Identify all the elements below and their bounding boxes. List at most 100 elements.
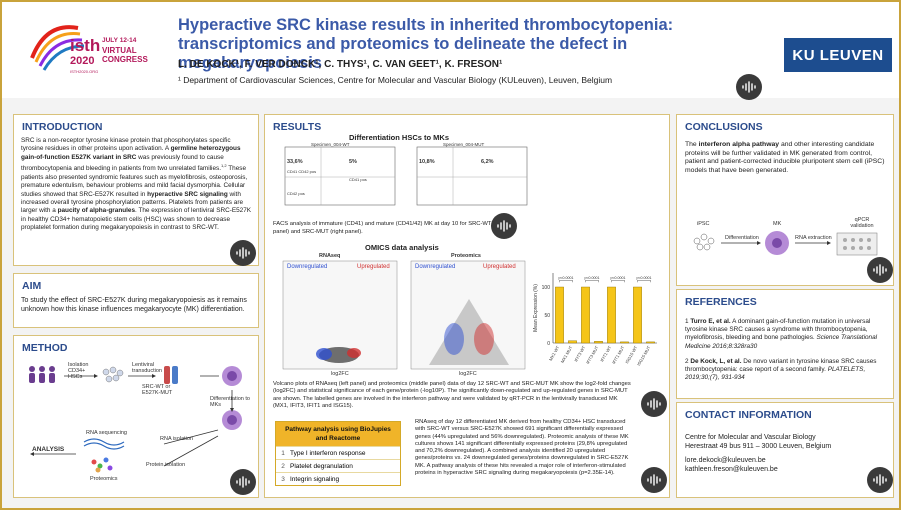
pathway-table-title: Pathway analysis using BioJupies and Rea… [276, 422, 400, 446]
logo-isth: isth [70, 36, 101, 55]
conclusion-diff: Differentiation [725, 235, 759, 241]
contact-email-1[interactable]: lore.dekock@kuleuven.be [685, 457, 766, 464]
x-tick-label-7: ISG15 MUT [636, 345, 652, 367]
aim-heading: AIM [22, 280, 42, 292]
method-diagram [29, 366, 242, 473]
ku-leuven-logo: KU LEUVEN [784, 38, 892, 72]
audio-wave-icon [647, 398, 661, 410]
audio-wave-icon [647, 474, 661, 486]
audio-button-pathway[interactable] [641, 467, 667, 493]
method-prot-iso: Protein isolation [146, 462, 186, 468]
megakaryocyte-icon [222, 366, 242, 430]
audio-wave-icon [873, 474, 887, 486]
x-tick-label-4: IFIT1 WT [599, 345, 612, 363]
introduction-text: SRC is a non-receptor tyrosine kinase pr… [21, 137, 252, 232]
references-heading: REFERENCES [685, 296, 757, 308]
bar-7 [646, 341, 655, 344]
isth-logo: isth 2020 JULY 12-14 VIRTUAL CONGRESS IS… [26, 16, 152, 80]
conclusions-text: The interferon alpha pathway and other i… [685, 141, 885, 174]
audio-button-introduction[interactable] [230, 240, 256, 266]
cells-icon [102, 366, 124, 383]
conclusions-panel: CONCLUSIONS The interferon alpha pathway… [676, 114, 894, 286]
volcano-plots [282, 260, 526, 370]
audio-button-header[interactable] [736, 74, 762, 100]
contact-heading: CONTACT INFORMATION [685, 409, 812, 421]
rnaseq-down: Downregulated [287, 264, 328, 270]
ipsc-cells-icon [693, 233, 715, 251]
logo-subtitle: VIRTUAL CONGRESS [102, 46, 148, 64]
reference-1: 1 Turro E, et al. A dominant gain-of-fun… [685, 318, 878, 350]
facs-title: Differentiation HSCs to MKs [349, 133, 450, 142]
y-tick-label-2: 100 [542, 285, 551, 291]
title-line-1: Hyperactive SRC kinase results in inheri… [178, 16, 674, 34]
audio-button-contact[interactable] [867, 467, 893, 493]
conclusion-rna-ext: RNA extraction [795, 235, 832, 241]
audio-wave-icon [873, 264, 887, 276]
aim-panel: AIM To study the effect of SRC-E527K dur… [13, 273, 259, 328]
reference-2: 2 De Kock, L, et al. De novo variant in … [685, 358, 877, 382]
audio-button-facs[interactable] [491, 213, 517, 239]
volcano-rnaseq [282, 260, 398, 370]
contact-email-2[interactable]: kathleen.freson@kuleuven.be [685, 466, 778, 473]
bar-3 [594, 341, 603, 344]
proteomics-xlabel: log2FC [459, 371, 477, 377]
contact-line-2: Herestraat 49 bus 911 – 3000 Leuven, Bel… [685, 443, 832, 450]
bar-2 [581, 286, 590, 344]
rnaseq-title: RNAseq [319, 253, 341, 259]
conclusion-qpcr: qPCR validation [850, 217, 874, 229]
y-tick-label-1: 50 [544, 313, 550, 319]
conclusion-ipsc: iPSC [697, 221, 710, 227]
sig-label-3: p<0.0001 [636, 276, 651, 280]
method-rna-iso: RNA isolation [160, 436, 194, 442]
x-tick-label-1: MX1 MUT [560, 345, 574, 364]
aim-text: To study the effect of SRC-E527K during … [21, 297, 247, 313]
facs-q1: CD41 CD42 pos [287, 169, 317, 174]
audio-wave-icon [497, 220, 511, 232]
method-analysis: ANALYSIS [32, 446, 65, 453]
references-panel: REFERENCES 1 Turro E, et al. A dominant … [676, 289, 894, 399]
sig-label-1: p<0.0001 [584, 276, 599, 280]
contact-line-1: Centre for Molecular and Vascular Biolog… [685, 434, 816, 441]
audio-wave-icon [236, 247, 250, 259]
results-panel: RESULTS Differentiation HSCs to MKs Spec… [264, 114, 670, 498]
facs-pct-2: 5% [349, 159, 357, 165]
sig-bracket-2 [611, 280, 625, 283]
volcano-proteomics [410, 260, 526, 370]
results-heading: RESULTS [273, 121, 322, 133]
poster-title: Hyperactive SRC kinase results in inheri… [178, 16, 758, 73]
method-isolation: Isolation CD34+ HSCs [68, 362, 89, 380]
sig-label-0: p<0.0001 [558, 276, 573, 280]
conclusions-heading: CONCLUSIONS [685, 121, 763, 133]
conclusion-mk: MK [773, 221, 782, 227]
bar-1 [568, 340, 577, 344]
people-icon [29, 366, 55, 383]
facs-pct-4: 6,2% [481, 159, 494, 165]
proteins-icon [91, 457, 113, 473]
facs-pct-3: 10,8% [419, 159, 435, 165]
facs-q2: CD41 pos [349, 177, 367, 182]
contact-panel: CONTACT INFORMATION Centre for Molecular… [676, 402, 894, 498]
sig-bracket-1 [585, 280, 599, 283]
audio-wave-icon [742, 81, 756, 93]
y-axis-label: Mean Expression (%) [533, 284, 539, 332]
audio-wave-icon [236, 476, 250, 488]
poster-header: isth 2020 JULY 12-14 VIRTUAL CONGRESS IS… [2, 2, 899, 100]
audio-button-method[interactable] [230, 469, 256, 495]
introduction-panel: INTRODUCTION SRC is a non-receptor tyros… [13, 114, 259, 266]
volcano-caption: Volcano plots of RNAseq (left panel) and… [273, 381, 631, 409]
introduction-heading: INTRODUCTION [22, 121, 103, 133]
method-constructs: SRC-WT or E527K-MUT [142, 384, 173, 396]
facs-label-wt: Specimen_004-WT [311, 142, 350, 147]
bar-5 [620, 341, 629, 344]
facs-q3: CD42 pos [287, 191, 305, 196]
facs-plots [284, 146, 528, 206]
conclusions-diagram [693, 231, 878, 256]
audio-button-conclusions[interactable] [867, 257, 893, 283]
sig-bracket-3 [637, 280, 651, 283]
sig-bracket-0 [559, 280, 573, 283]
affiliation: ¹ Department of Cardiovascular Sciences,… [178, 75, 613, 85]
audio-button-volcano[interactable] [641, 391, 667, 417]
facs-plot-wt [284, 146, 396, 206]
plate-icon [836, 232, 878, 256]
